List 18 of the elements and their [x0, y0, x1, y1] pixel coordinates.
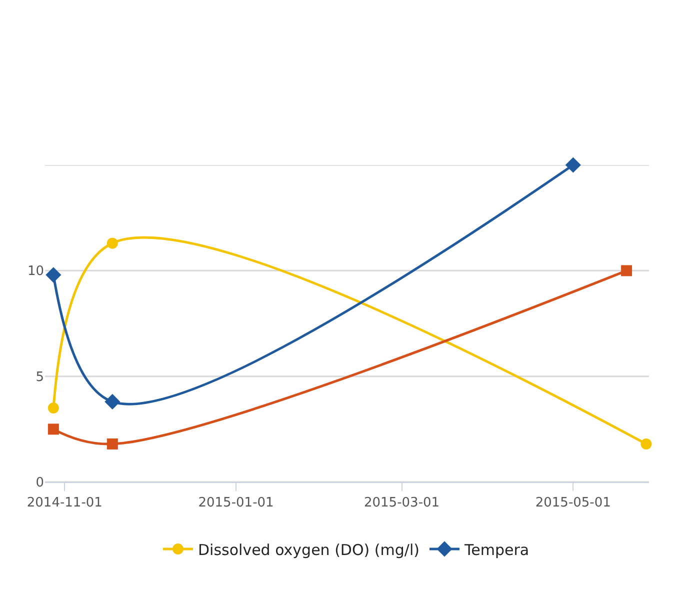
y-tick-label: 0 — [36, 476, 44, 491]
point — [48, 424, 59, 435]
x-tick-label: 2014-11-01 — [26, 496, 102, 511]
point — [640, 438, 652, 450]
legend-label: Dissolved oxygen (DO) (mg/l) — [198, 540, 420, 559]
point — [48, 402, 59, 414]
y-tick-label: 5 — [36, 370, 44, 385]
y-tick-label: 10 — [27, 264, 44, 280]
point — [104, 394, 120, 410]
x-tick-label: 2015-05-01 — [535, 496, 611, 511]
legend-label: Tempera — [463, 540, 530, 559]
point — [565, 157, 581, 173]
x-tick-label: 2015-03-01 — [364, 496, 440, 511]
point — [106, 438, 118, 450]
x-tick-label: 2015-01-01 — [198, 496, 274, 511]
point — [46, 267, 62, 283]
point — [106, 238, 118, 249]
point — [621, 265, 632, 276]
